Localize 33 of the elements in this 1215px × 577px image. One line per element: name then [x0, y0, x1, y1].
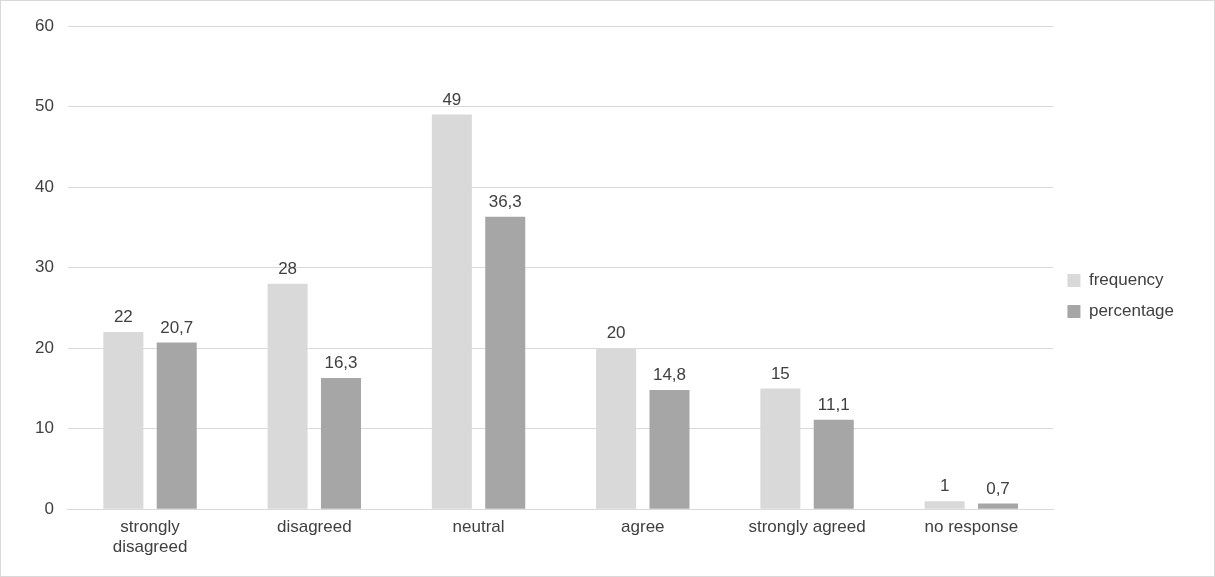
x-tick-label: disagreed: [276, 517, 352, 537]
data-label: 20: [606, 323, 626, 343]
bar: [156, 342, 197, 509]
y-tick-label: 0: [44, 498, 54, 518]
y-tick-label: 40: [34, 176, 54, 196]
x-tick-label: strongly disagreed: [112, 517, 188, 557]
x-tick-label: strongly agreed: [748, 517, 866, 537]
data-label: 49: [442, 89, 462, 109]
y-tick-label: 50: [34, 96, 54, 116]
legend-label: percentage: [1088, 301, 1175, 321]
data-label: 0,7: [986, 478, 1010, 498]
data-label: 20,7: [160, 317, 194, 337]
x-tick-label: neutral: [452, 517, 505, 537]
data-label: 11,1: [817, 395, 850, 414]
y-tick-label: 30: [34, 257, 54, 277]
data-label: 16,3: [324, 353, 358, 373]
data-label: 15: [770, 363, 790, 383]
bar: [320, 377, 361, 509]
data-label: 36,3: [488, 192, 522, 212]
bar: [649, 390, 690, 509]
y-tick-label: 20: [34, 337, 54, 357]
bar: [813, 419, 854, 509]
legend-label: frequency: [1088, 270, 1165, 290]
bar: [485, 216, 526, 509]
data-label: 22: [113, 307, 133, 327]
data-label: 14,8: [652, 365, 687, 385]
data-label: 1: [939, 476, 950, 496]
data-label: 28: [278, 258, 298, 278]
x-tick-label: no response: [924, 517, 1019, 537]
y-tick-label: 60: [34, 15, 54, 35]
y-tick-label: 10: [34, 418, 54, 438]
x-tick-label: agree: [621, 517, 665, 537]
bar: [977, 503, 1019, 509]
